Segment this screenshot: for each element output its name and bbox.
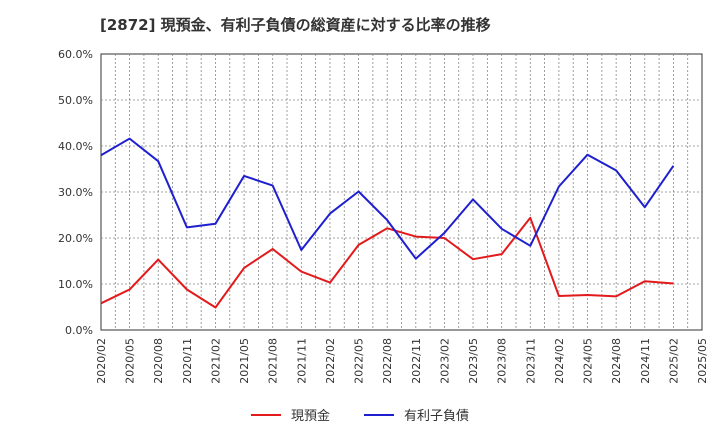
x-tick-label: 2024/08 [610, 338, 623, 384]
x-tick-label: 2022/02 [324, 338, 337, 384]
x-tick-label: 2024/05 [582, 338, 595, 384]
x-tick-label: 2020/02 [95, 338, 108, 384]
x-tick-label: 2023/02 [438, 338, 451, 384]
legend-label-debt: 有利子負債 [404, 409, 470, 424]
x-tick-label: 2021/08 [267, 338, 280, 384]
series-line-1 [100, 137, 675, 260]
legend: 現預金 有利子負債 [0, 405, 720, 424]
x-tick-label: 2020/11 [181, 338, 194, 384]
x-tick-label: 2020/05 [124, 338, 137, 384]
grid [100, 53, 703, 331]
axes: 0.0% 10.0% 20.0% 30.0% 40.0% 50.0% 60.0% 2020/0… [58, 48, 709, 384]
legend-label-cash: 現預金 [290, 409, 330, 424]
x-tick-label: 2021/11 [295, 338, 308, 384]
x-tick-label: 2024/11 [639, 338, 652, 384]
x-tick-label: 2022/11 [410, 338, 423, 384]
series-line-0 [100, 216, 674, 309]
series-layer [100, 137, 675, 309]
x-tick-label: 2024/02 [553, 338, 566, 384]
x-tick-label: 2023/05 [467, 338, 480, 384]
x-tick-label: 2020/08 [152, 338, 165, 384]
x-tick-label: 2022/05 [353, 338, 366, 384]
y-tick-label: 40.0% [58, 140, 93, 153]
legend-item-cash: 現預金 [250, 405, 330, 424]
y-tick-label: 20.0% [58, 232, 93, 245]
x-tick-label: 2021/02 [209, 338, 222, 384]
chart-title: [2872] 現預金、有利子負債の総資産に対する比率の推移 [100, 16, 491, 34]
x-tick-label: 2022/08 [381, 338, 394, 384]
x-tick-label: 2023/08 [496, 338, 509, 384]
x-tick-label: 2023/11 [524, 338, 537, 384]
x-tick-label: 2025/05 [696, 338, 709, 384]
x-tick-label: 2021/05 [238, 338, 251, 384]
y-tick-label: 30.0% [58, 186, 93, 199]
y-tick-label: 60.0% [58, 48, 93, 61]
legend-item-debt: 有利子負債 [364, 405, 469, 424]
x-tick-label: 2025/02 [667, 338, 680, 384]
legend-swatch-debt [364, 413, 394, 416]
y-tick-label: 0.0% [65, 324, 93, 337]
y-tick-label: 10.0% [58, 278, 93, 291]
y-tick-label: 50.0% [58, 94, 93, 107]
legend-swatch-cash [250, 413, 281, 416]
